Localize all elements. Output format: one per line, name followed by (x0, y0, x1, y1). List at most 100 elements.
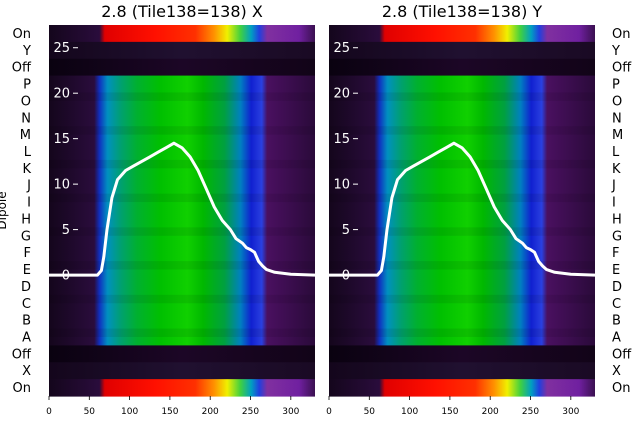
heatmap-row-band (329, 159, 595, 169)
heatmap-row-h (49, 210, 315, 228)
heatmap-row-o (329, 92, 595, 110)
row-label: Off (12, 347, 32, 362)
row-label: X (612, 364, 621, 379)
overlay-y-tick-label: 15 (333, 132, 350, 147)
row-label: E (612, 263, 620, 278)
x-tick-label: 150 (161, 407, 178, 417)
heatmap-row-e (49, 261, 315, 279)
heatmap-row-y (329, 41, 595, 60)
row-label: I (612, 196, 616, 211)
row-label: K (612, 162, 621, 177)
row-label: A (22, 330, 31, 345)
heatmap-row-j (329, 176, 595, 195)
row-label: O (612, 94, 622, 109)
row-label: H (21, 212, 31, 227)
row-label: Off (12, 61, 32, 76)
heatmap-row-band (329, 328, 595, 337)
heatmap-row-i (49, 193, 315, 212)
heatmap-row-band (49, 159, 315, 169)
row-label: G (21, 229, 31, 244)
overlay-series-line-1 (49, 141, 316, 277)
overlay-y-tick-label: 20 (53, 87, 70, 102)
heatmap-row-band (49, 261, 315, 270)
heatmap-row-band (329, 193, 595, 203)
heatmap-row-band (329, 126, 595, 135)
row-label: L (24, 145, 32, 160)
heatmap-row-e (329, 261, 595, 279)
heatmap-row-j (49, 176, 315, 195)
overlay-y-tick-label: 5 (342, 223, 350, 238)
heatmap-row-off (49, 58, 315, 77)
row-label: Off (612, 61, 632, 76)
x-tick-label: 100 (401, 407, 418, 417)
overlay-y-tick-label: 10 (53, 178, 70, 193)
heatmap-row-b (329, 311, 595, 330)
heatmap-row-x (49, 362, 315, 380)
x-tick-label: 0 (46, 407, 52, 417)
row-label: D (21, 280, 31, 295)
heatmap-row-on (49, 379, 315, 397)
heatmap-row-c (49, 294, 315, 313)
row-label: M (612, 128, 623, 143)
x-tick-label: 200 (482, 407, 499, 417)
heatmap-row-h (329, 210, 595, 228)
heatmap-row-a (329, 328, 595, 347)
heatmap-row-x (329, 362, 595, 380)
row-label: Y (611, 44, 620, 59)
row-label: P (23, 78, 31, 93)
heatmap-row-n (329, 109, 595, 127)
x-tick-label: 150 (441, 407, 458, 417)
heatmap-row-band (49, 328, 315, 337)
row-label: C (22, 297, 31, 312)
row-label: I (27, 196, 31, 211)
x-tick-label: 300 (282, 407, 299, 417)
x-tick-label: 250 (522, 407, 539, 417)
y-axis-label: Dipole (0, 191, 9, 229)
overlay-y-tick-label: 10 (333, 178, 350, 193)
heatmap-row-l (49, 143, 315, 161)
x-tick-label: 100 (121, 407, 138, 417)
row-label: O (21, 94, 31, 109)
heatmap-row-band (49, 227, 315, 236)
row-label: A (612, 330, 621, 345)
x-tick-label: 300 (562, 407, 579, 417)
overlay-series-line-1 (329, 141, 596, 277)
x-tick-label: 50 (364, 407, 376, 417)
heatmap-row-off (329, 345, 595, 363)
heatmap-row-y (49, 41, 315, 60)
heatmap-row-off (329, 58, 595, 77)
x-tick-label: 250 (242, 407, 259, 417)
heatmap-row-c (329, 294, 595, 313)
heatmap-row-m (49, 126, 315, 144)
row-label: F (24, 246, 31, 261)
row-label: Off (612, 347, 632, 362)
row-label: On (612, 27, 630, 42)
row-label: K (22, 162, 31, 177)
heatmap-row-m (329, 126, 595, 144)
heatmap-row-k (329, 159, 595, 178)
heatmap-row-p (329, 75, 595, 94)
heatmap-row-b (49, 311, 315, 330)
heatmap-row-g (329, 227, 595, 245)
row-label: P (612, 78, 620, 93)
row-label: M (20, 128, 31, 143)
overlay-y-tick-label: 5 (62, 223, 70, 238)
heatmap-row-band (49, 126, 315, 135)
x-tick-label: 0 (326, 407, 332, 417)
row-label: B (612, 314, 621, 329)
heatmap-row-k (49, 159, 315, 178)
heatmap-row-band (329, 227, 595, 236)
heatmap-row-band (49, 294, 315, 304)
heatmap-row-on (329, 379, 595, 397)
heatmap-row-n (49, 109, 315, 127)
x-tick-label: 50 (84, 407, 96, 417)
row-label: G (612, 229, 622, 244)
heatmap-row-l (329, 143, 595, 161)
overlay-y-tick-label: 20 (333, 87, 350, 102)
heatmap-row-g (49, 227, 315, 245)
heatmap-row-band (49, 193, 315, 203)
row-label: B (22, 314, 31, 329)
heatmap-row-band (329, 261, 595, 270)
